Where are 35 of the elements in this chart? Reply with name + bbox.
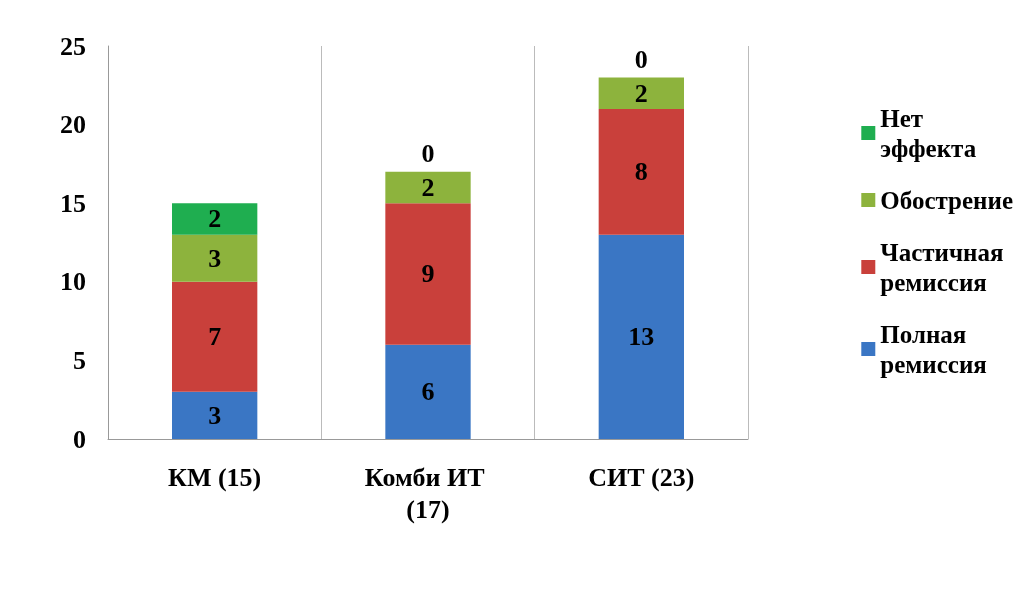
data-label: 2 (421, 172, 435, 202)
legend-label: Обострение (880, 186, 1013, 214)
data-label: 8 (634, 157, 648, 187)
y-tick-label: 0 (73, 424, 86, 454)
data-label: 13 (628, 322, 655, 352)
bar (172, 281, 258, 392)
data-label: 3 (208, 243, 222, 273)
data-label: 9 (421, 259, 435, 289)
data-label: 2 (208, 204, 222, 234)
y-tick-label: 20 (60, 110, 86, 140)
bar (172, 234, 258, 282)
bar (172, 203, 258, 235)
bar (385, 171, 471, 204)
y-tick-label: 25 (60, 31, 86, 61)
x-tick-label: Комби ИТ (17) (364, 462, 492, 524)
x-tick-label: КМ (15) (168, 462, 262, 492)
y-tick-label: 5 (73, 345, 86, 375)
data-label: 0 (421, 139, 435, 169)
y-tick-label: 15 (60, 188, 86, 218)
bar (172, 391, 258, 439)
legend-label: Полная ремиссия (880, 320, 987, 378)
legend-label: Частичная ремиссия (880, 238, 1004, 296)
data-label: 0 (634, 44, 648, 74)
y-tick-label: 10 (60, 267, 86, 297)
data-label: 7 (208, 322, 222, 352)
data-label: 2 (634, 78, 648, 108)
bar (598, 77, 684, 109)
data-label: 3 (208, 400, 222, 430)
bar (598, 108, 684, 235)
x-tick-label: СИТ (23) (588, 462, 695, 492)
bar (385, 344, 471, 439)
bar (598, 234, 684, 439)
legend-label: Нет эффекта (880, 104, 977, 162)
data-label: 6 (421, 377, 435, 407)
bar (385, 203, 471, 345)
